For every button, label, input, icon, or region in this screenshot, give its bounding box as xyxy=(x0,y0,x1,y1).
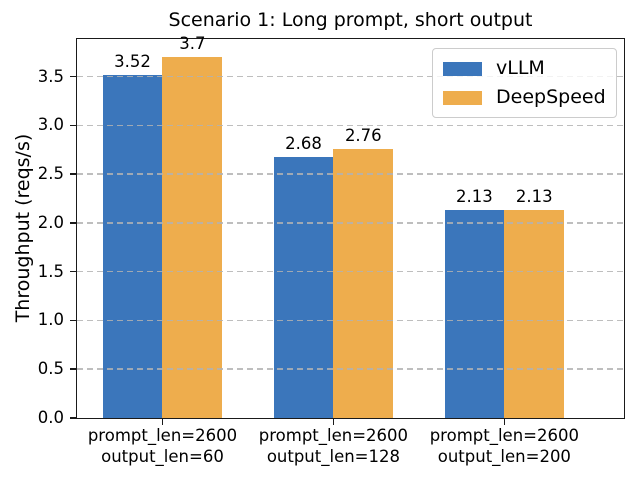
legend-label-vllm: vLLM xyxy=(496,57,545,79)
gridline-y-3.0 xyxy=(77,124,624,127)
chart-title: Scenario 1: Long prompt, short output xyxy=(168,9,533,31)
y-tick-label: 1.0 xyxy=(37,310,64,330)
gridline-y-3.5 xyxy=(77,75,624,78)
x-tick-label-group0: prompt_len=2600 output_len=60 xyxy=(52,425,272,467)
x-tick-label-line: output_len=200 xyxy=(437,447,571,466)
bar-value-label: 2.68 xyxy=(285,133,322,153)
plot-area: vLLM DeepSpeed 3.52 2.68 2.13 3.7 2.76 2.13 xyxy=(76,34,625,419)
x-tick-mark xyxy=(332,419,335,425)
bar-value-label: 2.76 xyxy=(344,125,382,145)
y-tick-label: 2.5 xyxy=(37,164,64,184)
bar-deepspeed-group2 xyxy=(504,210,565,418)
y-tick-mark xyxy=(70,75,76,78)
legend: vLLM DeepSpeed xyxy=(432,48,617,118)
x-tick-label-line: prompt_len=2600 xyxy=(87,426,238,445)
bar-deepspeed-group0 xyxy=(162,57,223,418)
x-tick-label-line: output_len=60 xyxy=(101,447,224,466)
y-tick-mark xyxy=(70,173,76,175)
legend-item-vllm: vLLM xyxy=(443,58,606,79)
x-tick-label-line: prompt_len=2600 xyxy=(429,426,579,445)
gridline-y-2.0 xyxy=(77,222,624,224)
gridline-y-1.5 xyxy=(77,270,624,273)
gridline-y-2.5 xyxy=(77,173,624,175)
x-tick-label-group1: prompt_len=2600 output_len=128 xyxy=(223,425,443,467)
bar-vllm-group0 xyxy=(102,74,163,418)
y-tick-mark xyxy=(70,124,76,127)
legend-swatch-vllm xyxy=(443,61,482,76)
legend-label-deepspeed: DeepSpeed xyxy=(496,86,606,108)
y-tick-label: 3.0 xyxy=(37,115,64,135)
gridline-y-1.0 xyxy=(77,319,624,322)
x-tick-label-group2: prompt_len=2600 output_len=200 xyxy=(394,425,614,467)
y-tick-label: 0.0 xyxy=(37,408,64,427)
bar-deepspeed-group1 xyxy=(333,148,394,418)
x-tick-label-line: prompt_len=2600 xyxy=(258,426,409,445)
y-tick-mark xyxy=(70,222,76,224)
y-tick-label: 1.5 xyxy=(37,261,64,281)
y-tick-mark xyxy=(70,368,76,370)
y-tick-mark xyxy=(70,417,76,419)
bar-value-label: 3.52 xyxy=(114,51,151,71)
y-tick-mark xyxy=(70,270,76,273)
x-tick-mark xyxy=(161,419,164,425)
y-tick-label: 2.0 xyxy=(37,212,64,232)
bar-vllm-group1 xyxy=(273,156,334,418)
bar-value-label: 3.7 xyxy=(179,34,206,54)
y-tick-label: 3.5 xyxy=(37,66,64,86)
bar-value-label: 2.13 xyxy=(515,187,553,207)
y-tick-label: 0.5 xyxy=(37,359,64,379)
x-tick-label-line: output_len=128 xyxy=(266,447,400,466)
x-tick-mark xyxy=(503,419,506,425)
bar-vllm-group2 xyxy=(444,210,505,418)
gridline-y-0.5 xyxy=(77,368,624,370)
legend-item-deepspeed: DeepSpeed xyxy=(443,87,606,108)
y-tick-mark xyxy=(70,319,76,322)
legend-swatch-deepspeed xyxy=(443,90,482,105)
bar-value-label: 2.13 xyxy=(456,187,493,207)
